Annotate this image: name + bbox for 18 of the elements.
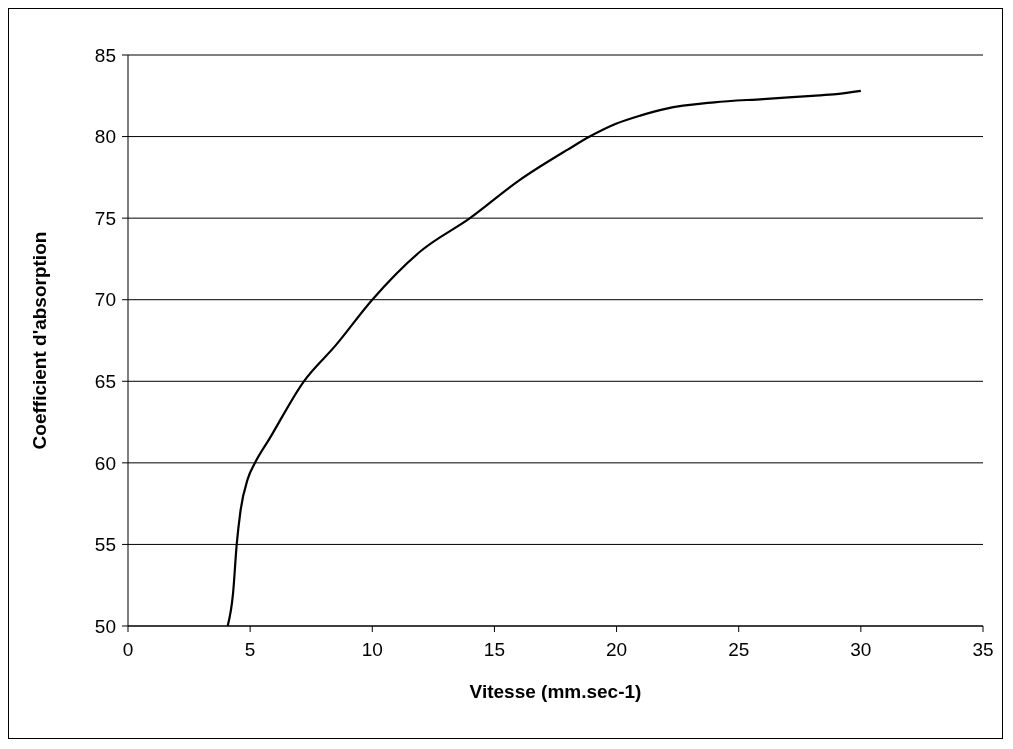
y-tick-label: 80 [94,126,116,148]
y-tick-label: 75 [94,207,116,229]
x-tick-label: 0 [122,639,134,660]
y-tick-label: 60 [94,452,116,474]
x-tick-label: 5 [244,639,256,660]
y-tick-label: 55 [94,534,116,556]
x-tick-label: 15 [483,639,505,660]
x-tick-label: 10 [361,639,383,660]
x-axis-title: Vitesse (mm.sec-1) [469,681,642,702]
y-tick-label: 85 [94,44,116,66]
x-tick-label: 25 [728,639,750,660]
x-tick-label: 20 [606,639,628,660]
y-tick-label: 65 [94,370,116,392]
y-tick-label: 70 [94,289,116,311]
y-tick-label: 50 [94,615,116,637]
x-tick-label: 35 [972,639,994,660]
x-tick-label: 30 [850,639,872,660]
y-axis-title: Coefficient d'absorption [29,231,50,450]
